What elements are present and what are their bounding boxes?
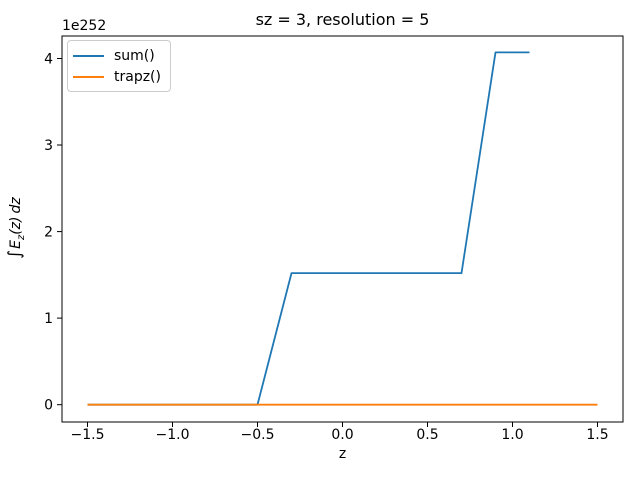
trapz-line-sample <box>73 75 104 78</box>
y-tick-label: 1 <box>44 311 53 327</box>
legend-entry-trapz: trapz() <box>73 66 161 87</box>
legend-entry-sum: sum() <box>73 45 161 66</box>
y-tick-label: 3 <box>44 138 53 154</box>
x-tick-label: 0.5 <box>416 427 438 443</box>
legend-label-sum: sum() <box>114 47 155 64</box>
plot-title: sz = 3, resolution = 5 <box>255 10 430 29</box>
series-line-sum <box>87 51 530 406</box>
axes-spines <box>61 35 624 423</box>
x-tick-label: −0.5 <box>241 427 275 443</box>
y-tick-label: 4 <box>44 52 53 68</box>
legend-box: sum() trapz() <box>67 40 171 92</box>
x-tick-label: 0.0 <box>331 427 353 443</box>
ylabel-function: E <box>8 240 25 249</box>
y-tick-label: 0 <box>44 398 53 414</box>
x-tick-label: 1.0 <box>501 427 523 443</box>
y-axis-offset-text: 1e252 <box>62 18 107 34</box>
ylabel-argument: (z) <box>8 216 25 235</box>
ylabel-subscript: z <box>15 234 27 241</box>
integral-symbol: ∫ <box>5 249 26 259</box>
ylabel-differential: dz <box>8 197 25 214</box>
x-tick-label: −1.0 <box>156 427 190 443</box>
y-axis-label: ∫Ez(z) dz <box>5 197 27 259</box>
x-tick-label: −1.5 <box>71 427 105 443</box>
x-tick-label: 1.5 <box>586 427 608 443</box>
y-tick-label: 2 <box>44 225 53 241</box>
x-axis-label: z <box>338 446 347 462</box>
legend-label-trapz: trapz() <box>114 68 161 85</box>
sum-line-sample <box>73 54 104 57</box>
